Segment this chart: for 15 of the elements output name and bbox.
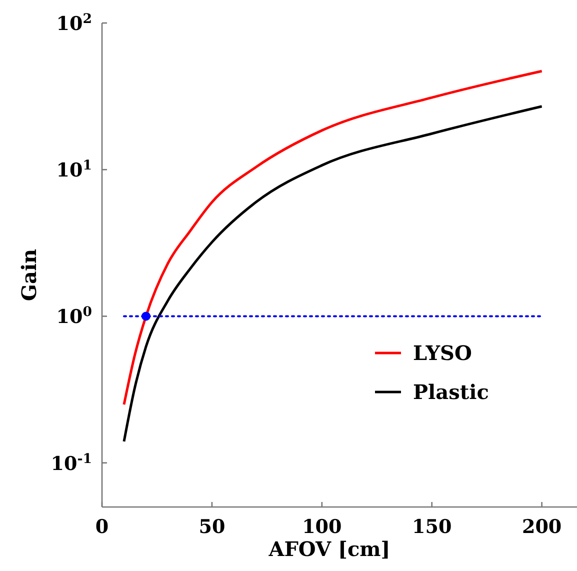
x-axis-title: AFOV [cm]: [268, 537, 390, 561]
y-tick-label: 10$^{2}$: [56, 12, 92, 35]
x-tick-label: 100: [302, 516, 342, 538]
y-tick-label: 10$^{-1}$: [50, 451, 92, 475]
x-tick-label: 200: [522, 516, 562, 538]
x-tick-label: 150: [412, 516, 452, 538]
legend-label: Plastic: [413, 380, 489, 404]
legend-label: LYSO: [413, 341, 472, 365]
y-tick-label: 10$^{0}$: [56, 304, 92, 328]
y-axis-title: Gain: [17, 248, 41, 302]
line-series: [122, 70, 544, 406]
x-tick-label: 50: [198, 516, 226, 538]
y-tick-label: 10$^{1}$: [56, 158, 92, 182]
line-series: [122, 105, 544, 443]
x-tick-label: 0: [95, 516, 109, 538]
